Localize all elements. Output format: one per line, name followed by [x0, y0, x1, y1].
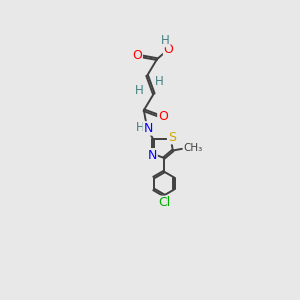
Text: H: H — [136, 121, 145, 134]
Text: S: S — [168, 130, 176, 144]
Text: CH₃: CH₃ — [183, 142, 202, 152]
Text: O: O — [132, 49, 142, 62]
Text: H: H — [161, 34, 170, 46]
Text: N: N — [143, 122, 153, 135]
Text: H: H — [134, 84, 143, 97]
Text: H: H — [155, 75, 164, 88]
Text: O: O — [158, 110, 168, 122]
Text: O: O — [164, 43, 173, 56]
Text: Cl: Cl — [158, 196, 170, 209]
Text: N: N — [148, 149, 157, 162]
